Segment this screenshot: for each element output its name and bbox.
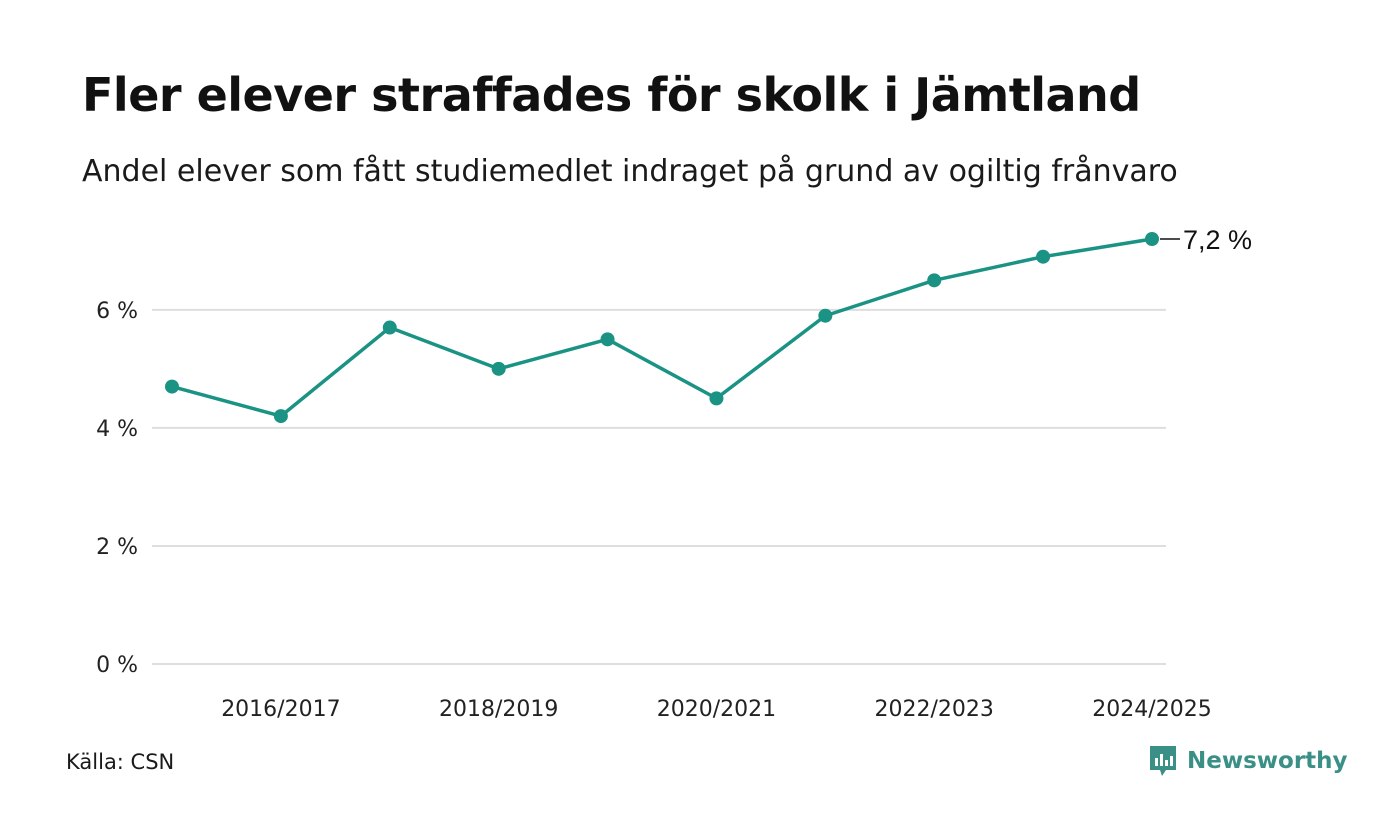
x-tick-label: 2016/2017 [221,697,340,722]
data-point [1036,249,1051,264]
brand-name: Newsworthy [1187,748,1348,774]
brand-logo: Newsworthy [1148,744,1348,778]
x-tick-label: 2024/2025 [1092,697,1211,722]
chart-title: Fler elever straffades för skolk i Jämtl… [82,68,1141,122]
data-point [382,320,397,335]
y-tick-label: 4 % [96,417,138,442]
series: 7,2 % [165,225,1252,424]
data-point [273,409,288,424]
source-note: Källa: CSN [66,750,175,774]
end-value-label: 7,2 % [1183,225,1252,255]
data-point [927,273,942,288]
y-axis: 0 % 2 % 4 % 6 % [96,299,138,678]
data-point [600,332,615,347]
data-point [818,308,833,323]
y-tick-label: 2 % [96,535,138,560]
x-axis: 2016/2017 2018/2019 2020/2021 2022/2023 2024… [221,697,1212,722]
y-tick-label: 0 % [96,653,138,678]
bar-chart-speech-bubble-icon [1150,746,1176,776]
data-point [709,391,724,406]
series-line [171,237,1153,418]
chart-subtitle: Andel elever som fått studiemedlet indra… [82,154,1178,189]
data-point [491,361,506,376]
data-point [165,379,179,394]
y-tick-label: 6 % [96,299,138,324]
x-tick-label: 2020/2021 [657,697,776,722]
data-point [1145,232,1159,246]
x-tick-label: 2022/2023 [875,697,994,722]
line-chart: 0 % 2 % 4 % 6 % 2016/2017 2018/2019 2020/2021… [96,225,1252,722]
x-tick-label: 2018/2019 [439,697,558,722]
gridlines [152,308,1166,665]
